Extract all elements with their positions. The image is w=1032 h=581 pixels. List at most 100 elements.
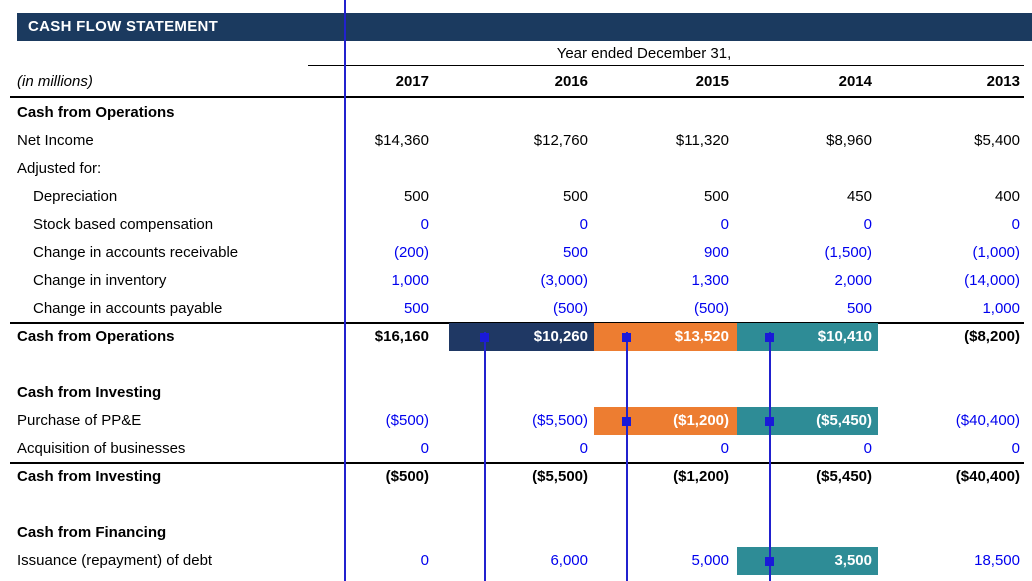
- value-cell-2014[interactable]: ($5,450): [816, 468, 872, 485]
- value-cell-2014[interactable]: 3,500: [737, 547, 878, 575]
- value-cell-2014[interactable]: $8,960: [826, 132, 872, 149]
- value-cell-2016[interactable]: (3,000): [540, 272, 588, 289]
- callout-marker[interactable]: [622, 333, 631, 342]
- value-cell-2015[interactable]: 500: [703, 188, 729, 205]
- callout-line-2015[interactable]: [626, 332, 628, 581]
- value-cell-2014[interactable]: $10,410: [737, 323, 878, 351]
- value-cell-2017[interactable]: 1,000: [391, 272, 429, 289]
- statement-title-bar: CASH FLOW STATEMENT: [17, 13, 1032, 41]
- row-label[interactable]: Cash from Operations: [17, 104, 175, 121]
- row-label[interactable]: Purchase of PP&E: [17, 412, 142, 429]
- value-cell-2016[interactable]: 500: [562, 244, 588, 261]
- value-cell-2014[interactable]: 500: [846, 300, 872, 317]
- row-label[interactable]: Net Income: [17, 132, 94, 149]
- value-cell-2017[interactable]: 0: [420, 216, 429, 233]
- row-label[interactable]: Change in inventory: [33, 272, 167, 289]
- value-cell-2015[interactable]: $13,520: [594, 323, 737, 351]
- value-cell-2015[interactable]: ($1,200): [673, 468, 729, 485]
- value-cell-2017[interactable]: $14,360: [374, 132, 429, 149]
- callout-marker[interactable]: [765, 417, 774, 426]
- value-cell-2017[interactable]: ($500): [385, 412, 429, 429]
- value-cell-2014[interactable]: 450: [846, 188, 872, 205]
- row-label[interactable]: Issuance (repayment) of debt: [17, 552, 213, 569]
- value-cell-2014[interactable]: 0: [863, 216, 872, 233]
- units-note: (in millions): [17, 73, 93, 90]
- value-cell-2015[interactable]: 5,000: [691, 552, 729, 569]
- value-cell-2013[interactable]: (14,000): [964, 272, 1020, 289]
- total-top-border: [10, 462, 1024, 464]
- table-row: Depreciation 500 500 500 450 400: [0, 183, 1032, 211]
- year-header-2016[interactable]: 2016: [554, 73, 588, 90]
- header-bottom-border: [10, 96, 1024, 98]
- value-cell-2015[interactable]: $11,320: [675, 132, 729, 149]
- row-label[interactable]: Stock based compensation: [33, 216, 214, 233]
- value-cell-2013[interactable]: ($40,400): [955, 412, 1020, 429]
- callout-line-2014[interactable]: [769, 332, 771, 581]
- value-cell-2013[interactable]: $5,400: [974, 132, 1020, 149]
- table-row: Cash from Operations $16,160 $10,260 $13,52…: [0, 322, 1032, 351]
- header-underline: [308, 65, 1024, 66]
- value-cell-2016[interactable]: 0: [579, 440, 588, 457]
- row-label[interactable]: Change in accounts receivable: [33, 244, 239, 261]
- table-row: Change in inventory 1,000 (3,000) 1,300 2,00…: [0, 267, 1032, 295]
- value-cell-2015[interactable]: ($1,200): [594, 407, 737, 435]
- value-cell-2017[interactable]: 0: [420, 440, 429, 457]
- row-label[interactable]: Acquisition of businesses: [17, 440, 186, 457]
- value-cell-2014[interactable]: 2,000: [834, 272, 872, 289]
- value-cell-2014[interactable]: 0: [863, 440, 872, 457]
- year-header-2014[interactable]: 2014: [838, 73, 872, 90]
- value-cell-2013[interactable]: 18,500: [974, 552, 1020, 569]
- value-cell-2013[interactable]: 400: [994, 188, 1020, 205]
- value-cell-2017[interactable]: ($500): [385, 468, 429, 485]
- value-cell-2013[interactable]: 1,000: [982, 300, 1020, 317]
- value-cell-2013[interactable]: ($8,200): [964, 328, 1020, 345]
- value-cell-2014[interactable]: ($5,450): [737, 407, 878, 435]
- callout-marker[interactable]: [765, 557, 774, 566]
- value-cell-2013[interactable]: 0: [1011, 216, 1020, 233]
- value-cell-2013[interactable]: ($40,400): [955, 468, 1020, 485]
- row-label[interactable]: Adjusted for:: [17, 160, 102, 177]
- row-label[interactable]: Depreciation: [33, 188, 118, 205]
- table-row: Adjusted for:: [0, 155, 1032, 183]
- year-header-2015[interactable]: 2015: [695, 73, 729, 90]
- value-cell-2013[interactable]: 0: [1011, 440, 1020, 457]
- value-cell-2013[interactable]: (1,000): [972, 244, 1020, 261]
- value-cell-2016[interactable]: 500: [562, 188, 588, 205]
- callout-line-2016[interactable]: [484, 332, 486, 581]
- value-cell-2017[interactable]: 500: [403, 188, 429, 205]
- table-row: Acquisition of businesses 0 0 0 0 0: [0, 435, 1032, 463]
- year-header-2013[interactable]: 2013: [986, 73, 1020, 90]
- value-cell-2015[interactable]: 900: [703, 244, 729, 261]
- value-cell-2016[interactable]: 6,000: [550, 552, 588, 569]
- value-cell-2016[interactable]: $12,760: [533, 132, 588, 149]
- table-body: Cash from Operations Net Income $14,360 $12…: [0, 99, 1032, 575]
- row-label[interactable]: Cash from Investing: [17, 384, 162, 401]
- value-cell-2016[interactable]: ($5,500): [532, 412, 588, 429]
- table-row: [0, 351, 1032, 379]
- value-cell-2015[interactable]: 1,300: [691, 272, 729, 289]
- table-row: Cash from Investing: [0, 379, 1032, 407]
- row-label[interactable]: Cash from Operations: [17, 328, 175, 345]
- value-cell-2015[interactable]: 0: [720, 440, 729, 457]
- value-cell-2017[interactable]: 500: [403, 300, 429, 317]
- value-cell-2016[interactable]: 0: [579, 216, 588, 233]
- value-cell-2016[interactable]: (500): [552, 300, 588, 317]
- value-cell-2016[interactable]: $10,260: [449, 323, 594, 351]
- value-cell-2015[interactable]: (500): [693, 300, 729, 317]
- value-cell-2015[interactable]: 0: [720, 216, 729, 233]
- row-label[interactable]: Cash from Financing: [17, 524, 167, 541]
- value-cell-2017[interactable]: 0: [420, 552, 429, 569]
- row-label[interactable]: Cash from Investing: [17, 468, 162, 485]
- value-cell-2014[interactable]: (1,500): [824, 244, 872, 261]
- year-header-2017[interactable]: 2017: [395, 73, 429, 90]
- value-cell-2017[interactable]: (200): [393, 244, 429, 261]
- callout-line-main[interactable]: [344, 0, 346, 581]
- table-row: Stock based compensation 0 0 0 0 0: [0, 211, 1032, 239]
- row-label[interactable]: Change in accounts payable: [33, 300, 223, 317]
- callout-marker[interactable]: [480, 333, 489, 342]
- callout-marker[interactable]: [622, 417, 631, 426]
- value-cell-2017[interactable]: $16,160: [374, 328, 429, 345]
- value-cell-2016[interactable]: ($5,500): [532, 468, 588, 485]
- table-row: Net Income $14,360 $12,760 $11,320 $8,960 $5,…: [0, 127, 1032, 155]
- callout-marker[interactable]: [765, 333, 774, 342]
